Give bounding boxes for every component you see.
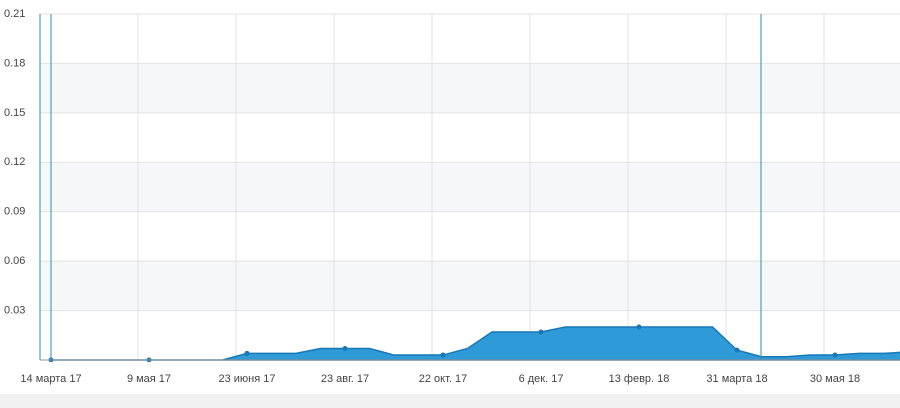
x-tick-label: 6 дек. 17 bbox=[519, 373, 564, 385]
point bbox=[440, 352, 446, 358]
point bbox=[832, 352, 838, 358]
y-tick-label: 0.09 bbox=[4, 206, 25, 218]
footer-bar bbox=[0, 394, 900, 408]
point bbox=[636, 324, 642, 330]
x-tick-label: 14 марта 17 bbox=[20, 373, 81, 385]
x-tick-label: 23 июня 17 bbox=[218, 373, 275, 385]
point bbox=[244, 350, 250, 356]
point bbox=[342, 345, 348, 351]
x-tick-label: 31 марта 18 bbox=[706, 373, 767, 385]
y-tick-label: 0.18 bbox=[4, 57, 25, 69]
area bbox=[51, 326, 900, 361]
band bbox=[40, 261, 900, 311]
bands bbox=[40, 63, 900, 311]
band bbox=[40, 162, 900, 212]
marks bbox=[48, 324, 900, 362]
y-tick-label: 0.12 bbox=[4, 156, 25, 168]
y-tick-label: 0.21 bbox=[4, 8, 25, 20]
x-tick-label: 9 мая 17 bbox=[127, 373, 171, 385]
y-tick-label: 0.06 bbox=[4, 255, 25, 267]
x-tick-label: 22 окт. 17 bbox=[419, 373, 468, 385]
x-tick-label: 13 февр. 18 bbox=[609, 373, 670, 385]
x-tick-label: 30 мая 18 bbox=[810, 373, 860, 385]
grid bbox=[40, 13, 900, 360]
x-tick-label: 23 авг. 17 bbox=[321, 373, 369, 385]
band bbox=[40, 63, 900, 113]
point bbox=[734, 347, 740, 353]
y-tick-label: 0.03 bbox=[4, 304, 25, 316]
point bbox=[538, 329, 544, 335]
y-tick-label: 0.15 bbox=[4, 107, 25, 119]
